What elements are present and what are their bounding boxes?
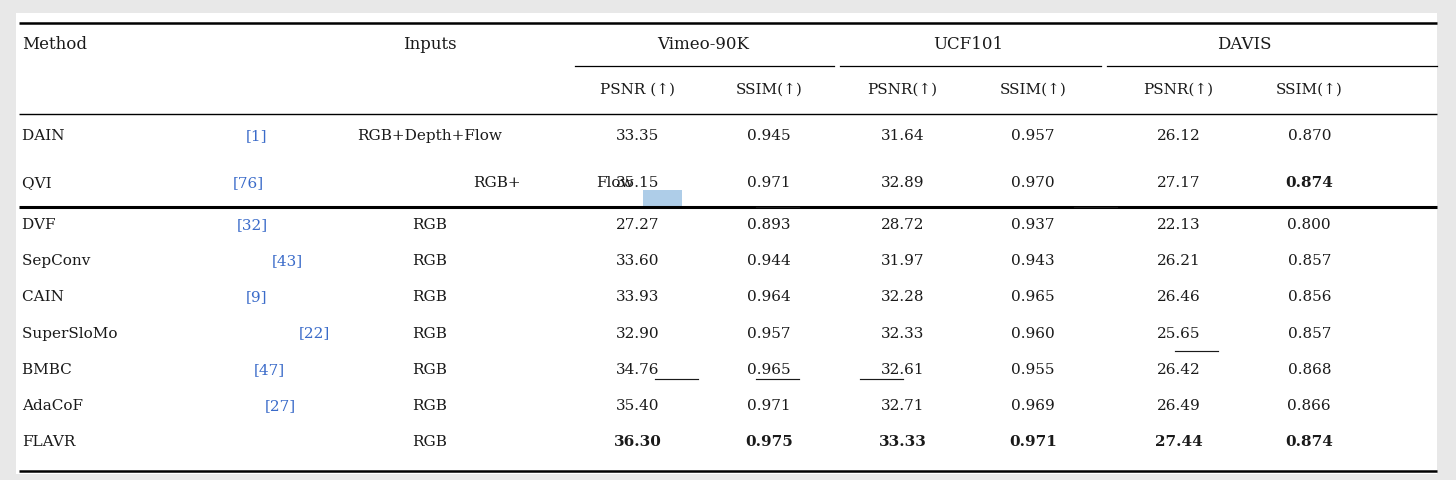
Text: 27.27: 27.27 (616, 218, 660, 232)
Text: 0.964: 0.964 (747, 290, 791, 304)
Text: [1]: [1] (246, 129, 268, 143)
Text: 33.60: 33.60 (616, 254, 660, 268)
Text: 0.937: 0.937 (1012, 218, 1056, 232)
Text: 32.90: 32.90 (616, 326, 660, 340)
Text: [22]: [22] (298, 326, 331, 340)
Text: 0.970: 0.970 (1012, 176, 1056, 190)
Text: 26.12: 26.12 (1156, 129, 1200, 143)
Text: 0.969: 0.969 (1012, 399, 1056, 413)
Text: 0.971: 0.971 (747, 176, 791, 190)
Text: RGB: RGB (412, 218, 447, 232)
Text: RGB: RGB (412, 399, 447, 413)
Text: [27]: [27] (265, 399, 296, 413)
Text: 22.13: 22.13 (1156, 218, 1200, 232)
Text: 33.35: 33.35 (616, 129, 660, 143)
Bar (642, 191, 683, 206)
Text: 0.943: 0.943 (1012, 254, 1056, 268)
Text: 34.76: 34.76 (616, 363, 660, 377)
Text: 0.971: 0.971 (747, 399, 791, 413)
Text: 0.965: 0.965 (747, 363, 791, 377)
Text: 33.93: 33.93 (616, 290, 660, 304)
Text: 0.957: 0.957 (1012, 129, 1056, 143)
Text: 31.64: 31.64 (881, 129, 925, 143)
Text: 0.857: 0.857 (1287, 254, 1331, 268)
Text: 0.800: 0.800 (1287, 218, 1331, 232)
Text: RGB: RGB (412, 326, 447, 340)
Text: 32.28: 32.28 (881, 290, 925, 304)
Text: 26.42: 26.42 (1156, 363, 1200, 377)
Text: 32.89: 32.89 (881, 176, 925, 190)
Text: 0.856: 0.856 (1287, 290, 1331, 304)
Text: 0.866: 0.866 (1287, 399, 1331, 413)
Text: [9]: [9] (246, 290, 266, 304)
Text: 35.40: 35.40 (616, 399, 660, 413)
Text: 0.960: 0.960 (1012, 326, 1056, 340)
Text: 28.72: 28.72 (881, 218, 925, 232)
Text: 32.33: 32.33 (881, 326, 925, 340)
Text: 26.46: 26.46 (1156, 290, 1200, 304)
Text: PSNR(↑): PSNR(↑) (868, 83, 938, 96)
Text: 0.955: 0.955 (1012, 363, 1056, 377)
Text: PSNR(↑): PSNR(↑) (1143, 83, 1213, 96)
Text: 33.33: 33.33 (878, 435, 926, 449)
Text: DVF: DVF (22, 218, 60, 232)
Text: AdaCoF: AdaCoF (22, 399, 87, 413)
Text: PSNR (↑): PSNR (↑) (600, 83, 676, 96)
Text: 26.49: 26.49 (1156, 399, 1200, 413)
Text: Inputs: Inputs (403, 36, 457, 53)
Text: 0.868: 0.868 (1287, 363, 1331, 377)
Text: SSIM(↑): SSIM(↑) (1000, 83, 1067, 96)
Text: DAVIS: DAVIS (1217, 36, 1271, 53)
Text: QVI: QVI (22, 176, 57, 190)
Text: 0.874: 0.874 (1286, 435, 1334, 449)
Text: 0.945: 0.945 (747, 129, 791, 143)
Text: Flow: Flow (596, 176, 633, 190)
Text: RGB: RGB (412, 290, 447, 304)
Text: 35.15: 35.15 (616, 176, 660, 190)
Text: RGB+: RGB+ (473, 176, 520, 190)
Text: [76]: [76] (233, 176, 265, 190)
Text: 0.874: 0.874 (1286, 176, 1334, 190)
Text: RGB: RGB (412, 363, 447, 377)
Text: [47]: [47] (253, 363, 284, 377)
Text: CAIN: CAIN (22, 290, 68, 304)
Text: 0.975: 0.975 (745, 435, 792, 449)
Text: 0.944: 0.944 (747, 254, 791, 268)
Text: RGB: RGB (412, 435, 447, 449)
Text: 0.965: 0.965 (1012, 290, 1056, 304)
Text: DAIN: DAIN (22, 129, 68, 143)
Text: 27.44: 27.44 (1155, 435, 1203, 449)
Text: [32]: [32] (237, 218, 268, 232)
Text: 26.21: 26.21 (1156, 254, 1200, 268)
Text: 25.65: 25.65 (1156, 326, 1200, 340)
Text: 32.61: 32.61 (881, 363, 925, 377)
Text: UCF101: UCF101 (933, 36, 1003, 53)
Text: 0.857: 0.857 (1287, 326, 1331, 340)
Text: 27.17: 27.17 (1156, 176, 1200, 190)
Text: RGB+Flow: RGB+Flow (387, 176, 473, 190)
Text: FLAVR: FLAVR (22, 435, 76, 449)
Text: Vimeo-90K: Vimeo-90K (657, 36, 750, 53)
Text: 31.97: 31.97 (881, 254, 925, 268)
Text: SuperSloMo: SuperSloMo (22, 326, 122, 340)
Text: SSIM(↑): SSIM(↑) (735, 83, 802, 96)
Text: 0.870: 0.870 (1287, 129, 1331, 143)
Text: SepConv: SepConv (22, 254, 95, 268)
Text: 0.971: 0.971 (1009, 435, 1057, 449)
Text: SSIM(↑): SSIM(↑) (1275, 83, 1342, 96)
Text: 32.71: 32.71 (881, 399, 925, 413)
Text: Method: Method (22, 36, 87, 53)
Text: [43]: [43] (272, 254, 303, 268)
Text: 36.30: 36.30 (614, 435, 662, 449)
Text: RGB: RGB (412, 254, 447, 268)
Text: BMBC: BMBC (22, 363, 76, 377)
Text: 0.893: 0.893 (747, 218, 791, 232)
Text: RGB+Depth+Flow: RGB+Depth+Flow (358, 129, 502, 143)
Text: 0.957: 0.957 (747, 326, 791, 340)
